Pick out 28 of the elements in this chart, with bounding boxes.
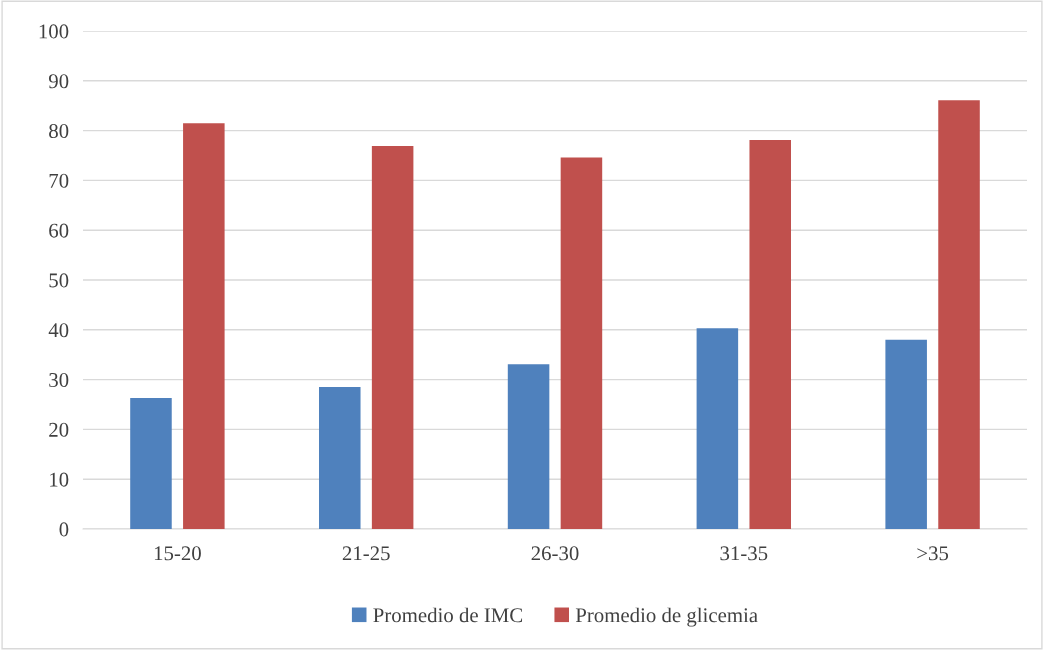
- y-tick-label: 60: [49, 223, 69, 238]
- bar: [319, 387, 361, 529]
- y-tick-label: 0: [59, 522, 69, 537]
- x-tick-label: 31-35: [720, 546, 768, 561]
- x-tick-label: 15-20: [154, 546, 201, 561]
- y-tick-label: 80: [49, 123, 69, 139]
- y-tick-label: 30: [49, 372, 69, 388]
- y-tick-label: 90: [48, 74, 69, 89]
- bar: [696, 328, 739, 529]
- y-tick-label: 20: [49, 422, 69, 437]
- y-tick-label: 40: [48, 323, 69, 338]
- y-tick-label: 50: [49, 273, 69, 288]
- bar: [371, 146, 414, 529]
- x-tick-label: 26-30: [531, 546, 579, 561]
- bar: [885, 339, 927, 529]
- y-tick-label: 10: [50, 472, 69, 487]
- x-tick-label: >35: [917, 546, 949, 561]
- y-tick-label: 100: [39, 24, 69, 39]
- bar: [183, 123, 225, 529]
- x-tick-label: 21-25: [342, 546, 390, 561]
- y-tick-label: 70: [49, 173, 69, 188]
- legend-label: Promedio de IMC: [373, 607, 523, 623]
- bar: [130, 398, 172, 529]
- bar: [938, 100, 980, 529]
- legend-label: Promedio de glicemia: [575, 607, 758, 627]
- bar: [749, 140, 791, 529]
- bar: [507, 364, 550, 529]
- bar: [560, 157, 603, 529]
